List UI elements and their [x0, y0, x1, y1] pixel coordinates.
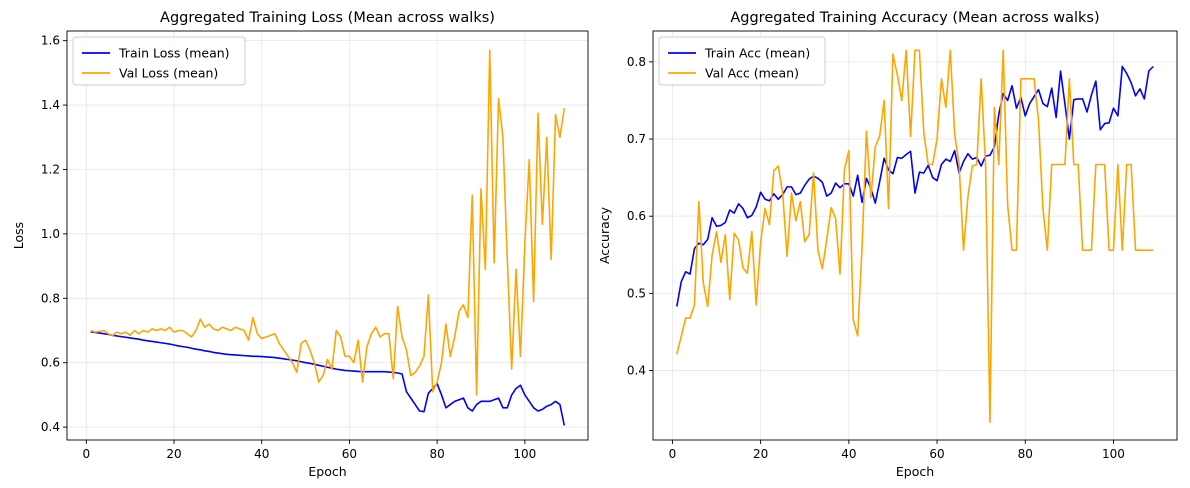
- y-tick-label: 0.6: [627, 209, 646, 223]
- x-tick-label: 100: [1102, 447, 1125, 461]
- x-tick-label: 100: [513, 447, 536, 461]
- legend-box: [658, 36, 826, 86]
- y-axis-label: Accuracy: [597, 206, 612, 264]
- accuracy-chart-panel: 0 20 40 60 80 100 0.4 0.5 0.6 0.7 0.8 Aggregated Tr…: [597, 10, 1178, 479]
- x-tick-label: 0: [82, 447, 90, 461]
- y-tick-label: 0.8: [627, 55, 646, 69]
- y-tick-label: 1.4: [41, 98, 60, 112]
- legend-label: Train Acc (mean): [704, 46, 810, 61]
- y-tick-label: 1.2: [41, 162, 60, 176]
- x-tick-label: 40: [841, 447, 856, 461]
- x-tick-label: 20: [753, 447, 768, 461]
- x-tick-label: 60: [929, 447, 944, 461]
- y-tick-label: 0.4: [627, 364, 646, 378]
- x-tick-label: 80: [429, 447, 444, 461]
- x-tick-label: 0: [669, 447, 677, 461]
- x-tick-label: 20: [166, 447, 181, 461]
- series-line: [676, 49, 1154, 424]
- y-tick-label: 1.0: [41, 227, 60, 241]
- y-tick-label: 0.8: [41, 291, 60, 305]
- chart-title: Aggregated Training Loss (Mean across wa…: [160, 10, 495, 26]
- legend-label: Val Acc (mean): [705, 66, 799, 81]
- series-line: [676, 65, 1154, 307]
- legend-label: Train Loss (mean): [118, 46, 230, 61]
- y-axis-label: Loss: [11, 222, 26, 249]
- series-line: [90, 330, 566, 426]
- legend-label: Val Loss (mean): [119, 66, 218, 81]
- plot-frame: [652, 30, 1178, 441]
- y-tick-label: 0.4: [41, 420, 60, 434]
- series-line: [90, 49, 566, 396]
- x-tick-label: 60: [342, 447, 357, 461]
- loss-chart-panel: 0 20 40 60 80 100 0.4 0.6 0.8 1.0 1.2 1.4 1.6 Aggrega…: [11, 10, 589, 479]
- y-tick-label: 0.5: [627, 286, 646, 300]
- legend-box: [72, 36, 246, 86]
- y-tick-label: 0.6: [41, 356, 60, 370]
- plot-frame: [66, 30, 589, 441]
- x-tick-label: 80: [1018, 447, 1033, 461]
- chart-title: Aggregated Training Accuracy (Mean acros…: [730, 10, 1099, 26]
- y-tick-label: 1.6: [41, 34, 60, 48]
- x-axis-label: Epoch: [308, 464, 346, 479]
- y-tick-label: 0.7: [627, 132, 646, 146]
- x-tick-label: 40: [254, 447, 269, 461]
- x-axis-label: Epoch: [896, 464, 934, 479]
